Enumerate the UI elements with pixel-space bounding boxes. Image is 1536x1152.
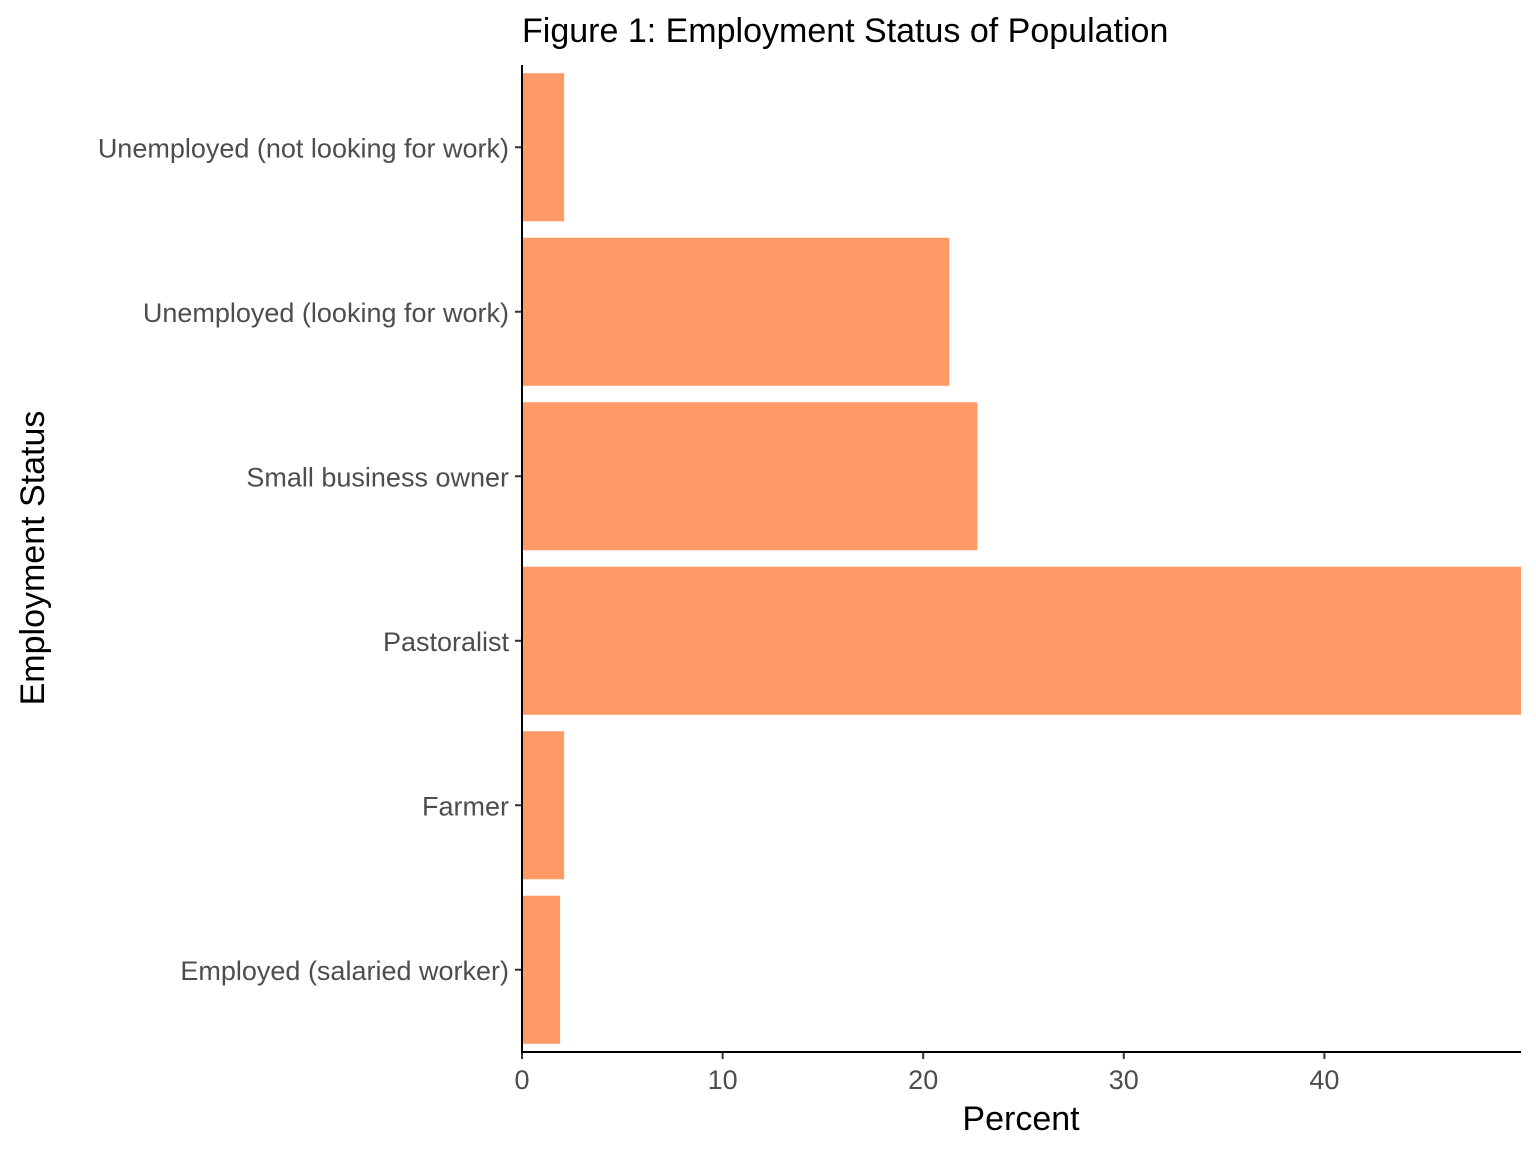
x-axis-ticks: 0 10 20 30 40 xyxy=(514,1052,1339,1095)
x-axis-title: Percent xyxy=(962,1100,1080,1138)
bar xyxy=(522,402,978,551)
x-tick-label: 10 xyxy=(708,1065,738,1095)
y-tick-label: Unemployed (not looking for work) xyxy=(98,133,509,163)
bar xyxy=(522,237,950,386)
x-tick-label: 40 xyxy=(1309,1065,1339,1095)
y-axis-ticks: Employed (salaried worker) Farmer Pastoral… xyxy=(98,133,522,986)
y-tick-label: Employed (salaried worker) xyxy=(180,956,509,986)
y-tick-label: Small business owner xyxy=(246,462,509,492)
x-tick-label: 30 xyxy=(1109,1065,1139,1095)
y-tick-label: Pastoralist xyxy=(383,627,510,657)
bar xyxy=(522,73,565,222)
y-tick-label: Unemployed (looking for work) xyxy=(143,298,509,328)
x-tick-label: 20 xyxy=(908,1065,938,1095)
y-tick-label: Farmer xyxy=(422,791,509,821)
bar xyxy=(522,566,1521,715)
x-tick-label: 0 xyxy=(514,1065,529,1095)
y-axis-title: Employment Status xyxy=(14,411,52,706)
bar xyxy=(522,895,561,1044)
bar xyxy=(522,731,565,880)
chart-title: Figure 1: Employment Status of Populatio… xyxy=(522,12,1168,50)
bars-group xyxy=(522,73,1521,1044)
